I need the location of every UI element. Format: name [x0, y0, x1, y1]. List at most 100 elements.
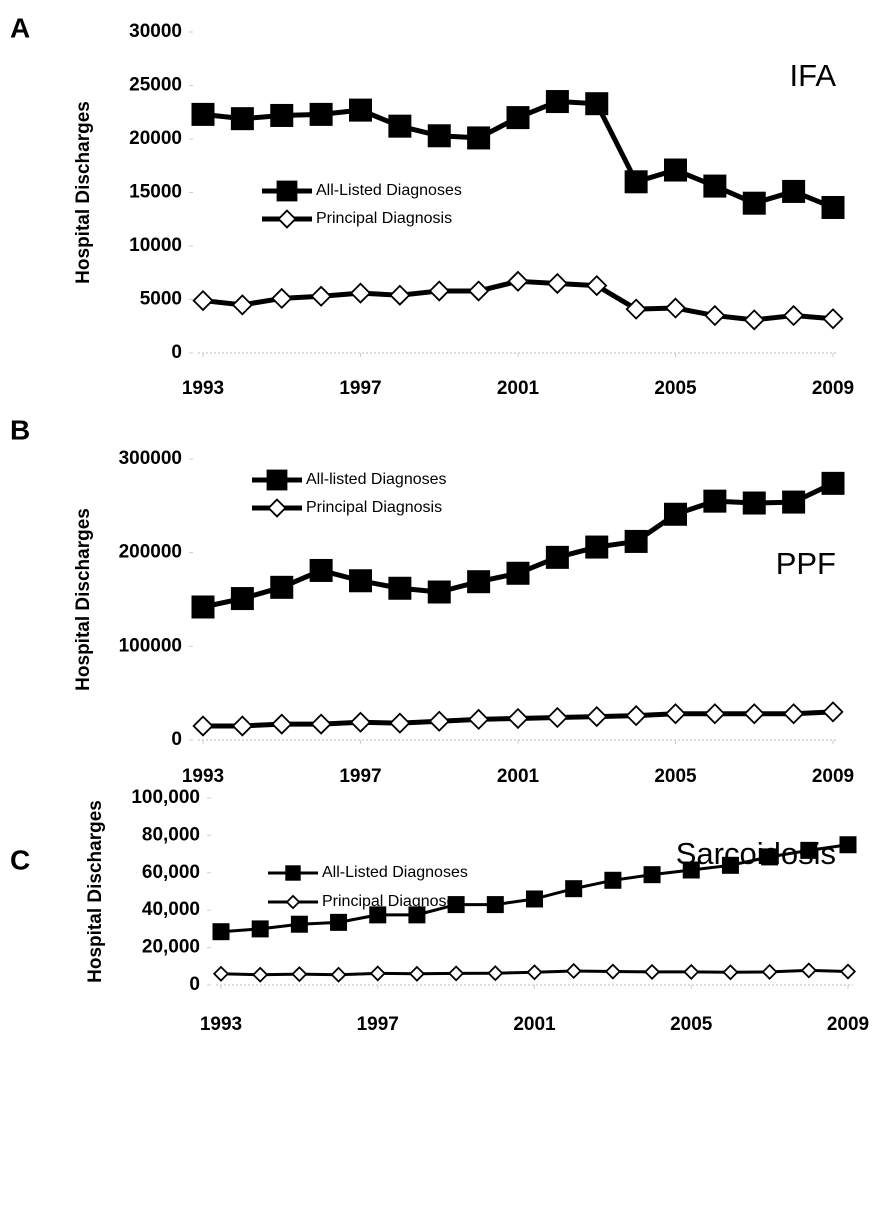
data-point	[487, 965, 504, 982]
data-point	[230, 587, 254, 611]
data-point	[839, 836, 857, 854]
legend-label: All-Listed Diagnoses	[322, 864, 468, 881]
data-point	[722, 964, 739, 981]
data-point	[388, 576, 412, 600]
y-tick-label: 5000	[140, 289, 182, 310]
data-point	[586, 274, 608, 297]
data-point	[664, 158, 687, 182]
y-axis-label: Hospital Discharges	[73, 508, 94, 691]
data-point	[624, 529, 648, 553]
data-point	[309, 102, 333, 126]
data-point	[526, 964, 543, 981]
data-point	[664, 502, 687, 526]
data-point	[783, 304, 805, 327]
data-point	[251, 920, 269, 938]
data-point	[565, 880, 583, 898]
data-point	[624, 170, 648, 194]
y-tick-label: 20000	[129, 128, 182, 149]
data-point	[330, 966, 347, 983]
data-point	[565, 962, 582, 980]
y-tick-label: 20,000	[142, 937, 200, 958]
data-point	[526, 890, 543, 908]
data-point	[683, 963, 700, 980]
y-tick-label: 300000	[119, 448, 182, 469]
data-point	[427, 580, 451, 604]
data-point	[309, 558, 333, 582]
y-tick-label: 15000	[129, 182, 182, 203]
data-point	[389, 284, 411, 306]
x-tick-label: 2005	[670, 1014, 713, 1035]
x-tick-label: 1993	[182, 378, 224, 399]
data-point	[546, 706, 568, 729]
data-point	[761, 848, 779, 866]
data-point	[290, 915, 308, 933]
x-tick-label: 1997	[339, 378, 381, 399]
data-point	[212, 965, 230, 982]
x-tick-label: 2001	[497, 766, 540, 787]
data-point	[704, 304, 726, 327]
data-point	[191, 102, 215, 126]
legend-marker	[276, 180, 298, 202]
legend-marker	[285, 865, 301, 881]
legend-label: All-listed Diagnoses	[306, 471, 447, 488]
data-point	[270, 575, 294, 599]
data-point	[821, 471, 845, 495]
data-point	[721, 856, 739, 874]
data-point	[192, 715, 214, 737]
data-point	[270, 103, 294, 127]
y-axis-label: Hospital Discharges	[85, 800, 106, 983]
y-tick-label: 25000	[129, 75, 182, 96]
data-point	[545, 90, 569, 114]
legend-label: All-Listed Diagnoses	[316, 182, 462, 199]
data-point	[486, 896, 504, 914]
data-point	[546, 272, 568, 295]
y-tick-label: 200000	[119, 542, 182, 563]
y-tick-label: 0	[171, 729, 182, 750]
data-point	[212, 923, 230, 941]
y-tick-label: 100,000	[131, 787, 200, 808]
y-tick-label: 0	[171, 342, 182, 363]
x-tick-label: 2005	[654, 766, 697, 787]
y-tick-label: 10000	[129, 235, 182, 256]
y-tick-label: 100000	[119, 635, 182, 656]
annotation: IFA	[789, 58, 836, 93]
data-point	[330, 913, 348, 931]
data-point	[585, 535, 609, 559]
data-point	[664, 703, 687, 725]
data-point	[625, 298, 647, 320]
x-tick-label: 2001	[497, 378, 540, 399]
legend-marker	[267, 498, 287, 518]
data-point	[507, 707, 529, 730]
data-point	[643, 866, 661, 884]
legend-label: Principal Diagnosis	[306, 499, 442, 516]
y-tick-label: 60,000	[142, 862, 200, 883]
data-point	[191, 595, 215, 619]
data-point	[349, 282, 372, 304]
data-point	[506, 106, 530, 130]
data-point	[369, 906, 387, 924]
x-tick-label: 1993	[200, 1014, 242, 1035]
data-point	[271, 713, 293, 735]
data-point	[822, 701, 844, 723]
legend-marker	[266, 469, 288, 491]
legend-label: Principal Diagnosis	[316, 210, 452, 227]
x-tick-label: 1993	[182, 766, 224, 787]
data-point	[800, 841, 818, 859]
panel-letter: A	[10, 12, 30, 43]
x-tick-label: 2001	[513, 1014, 556, 1035]
data-point	[448, 965, 465, 982]
annotation: PPF	[776, 546, 836, 581]
data-point	[468, 708, 490, 731]
data-point	[389, 712, 411, 734]
data-point	[625, 705, 647, 727]
y-tick-label: 0	[189, 974, 200, 995]
series-line	[202, 481, 835, 610]
data-point	[782, 490, 806, 514]
data-point	[428, 280, 450, 302]
data-point	[271, 287, 293, 310]
legend-marker	[285, 894, 301, 910]
data-point	[506, 561, 530, 585]
panel-letter: C	[10, 844, 30, 875]
y-axis-label: Hospital Discharges	[73, 101, 94, 284]
